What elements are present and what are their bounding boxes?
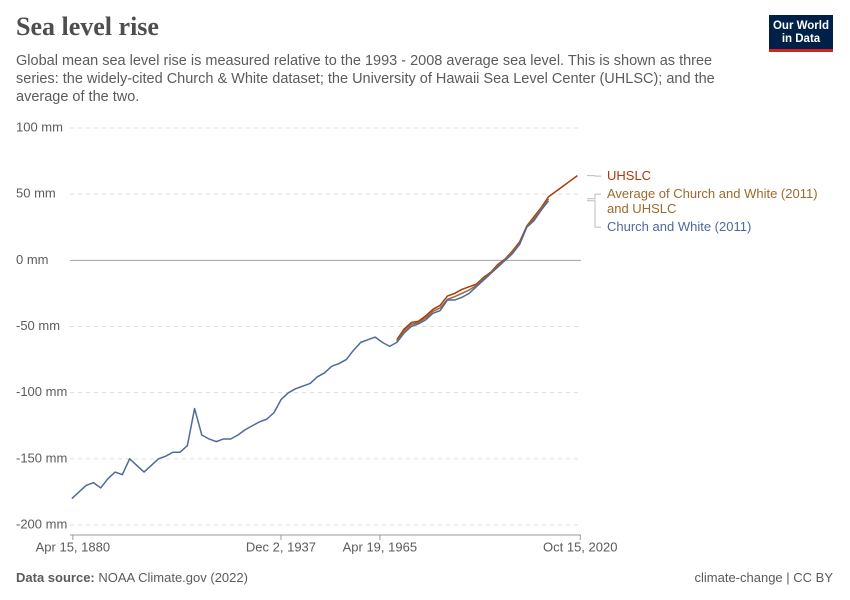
source-text: NOAA Climate.gov (2022) (98, 570, 248, 585)
chart-title: Sea level rise (16, 12, 159, 41)
y-tick-label: -150 mm (16, 450, 67, 465)
legend-connector (587, 193, 601, 200)
y-tick-label: 100 mm (16, 119, 63, 134)
x-tick-label: Apr 15, 1880 (36, 539, 110, 554)
logo[interactable]: Our World in Data (769, 15, 833, 52)
y-tick-label: -200 mm (16, 516, 67, 531)
footer-license: climate-change | CC BY (694, 570, 834, 585)
x-tick-label: Oct 15, 2020 (543, 539, 617, 554)
y-tick-label: 0 mm (16, 252, 49, 267)
y-tick-label: -100 mm (16, 384, 67, 399)
series-line (396, 175, 578, 341)
y-tick-label: -50 mm (16, 318, 60, 333)
chart-subtitle: Global mean sea level rise is measured r… (16, 53, 715, 105)
legend-label[interactable]: Average of Church and White (2011) and U… (607, 186, 818, 217)
series-line (71, 200, 550, 500)
source-label: Data source: (16, 570, 95, 585)
x-tick-label: Dec 2, 1937 (246, 539, 316, 554)
legend-label[interactable]: Church and White (2011) (607, 219, 752, 235)
source: Data source: NOAA Climate.gov (2022) (16, 570, 248, 585)
legend-connector (587, 200, 601, 228)
legend-connector (587, 175, 601, 177)
legend-label[interactable]: UHSLC (607, 168, 652, 184)
y-tick-label: 50 mm (16, 186, 56, 201)
x-tick-label: Apr 19, 1965 (343, 539, 417, 554)
